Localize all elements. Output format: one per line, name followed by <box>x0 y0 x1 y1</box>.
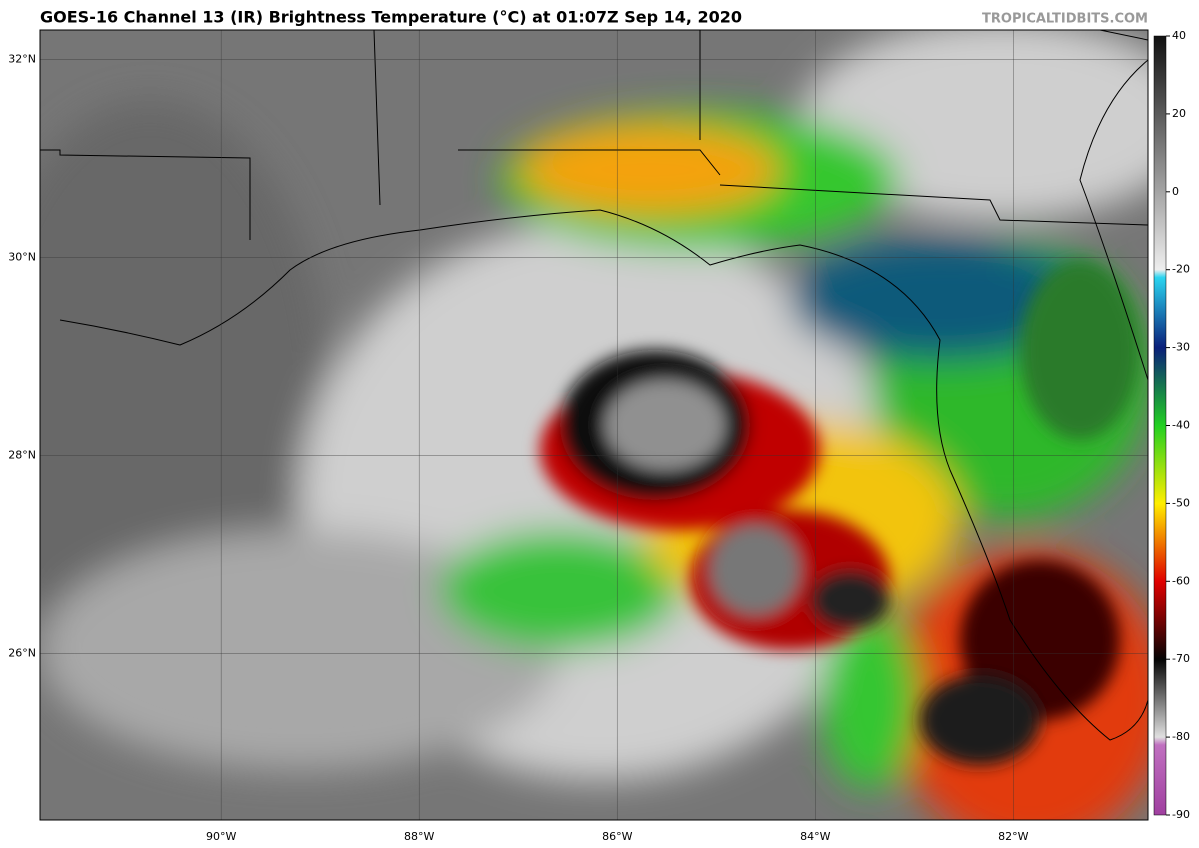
colorbar-tick-label: -40 <box>1172 419 1190 432</box>
colorbar-tick-label: -50 <box>1172 496 1190 509</box>
title: GOES-16 Channel 13 (IR) Brightness Tempe… <box>40 8 742 27</box>
colorbar-tick-label: -70 <box>1172 652 1190 665</box>
lon-label: 90°W <box>206 830 236 843</box>
map-frame <box>39 29 1149 821</box>
colorbar-tick-label: 0 <box>1172 185 1179 198</box>
lon-label: 88°W <box>404 830 434 843</box>
lon-label: 82°W <box>998 830 1028 843</box>
source: TROPICALTIDBITS.COM <box>982 12 1148 27</box>
colorbar-tick-label: -30 <box>1172 341 1190 354</box>
lat-label: 30°N <box>8 251 36 264</box>
lat-label: 32°N <box>8 53 36 66</box>
lon-label: 84°W <box>800 830 830 843</box>
imagery <box>40 30 1148 820</box>
state-lines <box>40 30 1148 240</box>
borders <box>40 30 1148 741</box>
lat-label: 26°N <box>8 647 36 660</box>
colorbar-tick-label: -90 <box>1172 808 1190 821</box>
lat-label: 28°N <box>8 449 36 462</box>
colorbar-tick-label: -60 <box>1172 574 1190 587</box>
colorbar-tick-label: 40 <box>1172 29 1186 42</box>
colorbar-tick-label: -80 <box>1172 730 1190 743</box>
convective-cores <box>540 260 1140 765</box>
colorbar <box>1153 35 1167 816</box>
lon-label: 86°W <box>602 830 632 843</box>
graticule: 32°N 30°N 28°N 26°N 90°W 88°W 86°W 84°W 82°W <box>8 30 1148 843</box>
colorbar-ticks: 40 20 0 -20 -30 -40 -50 -60 -70 -80 -90 <box>1166 29 1190 821</box>
coastline <box>59 59 1148 741</box>
colorbar-tick-label: 20 <box>1172 107 1186 120</box>
colorbar-tick-label: -20 <box>1172 263 1190 276</box>
